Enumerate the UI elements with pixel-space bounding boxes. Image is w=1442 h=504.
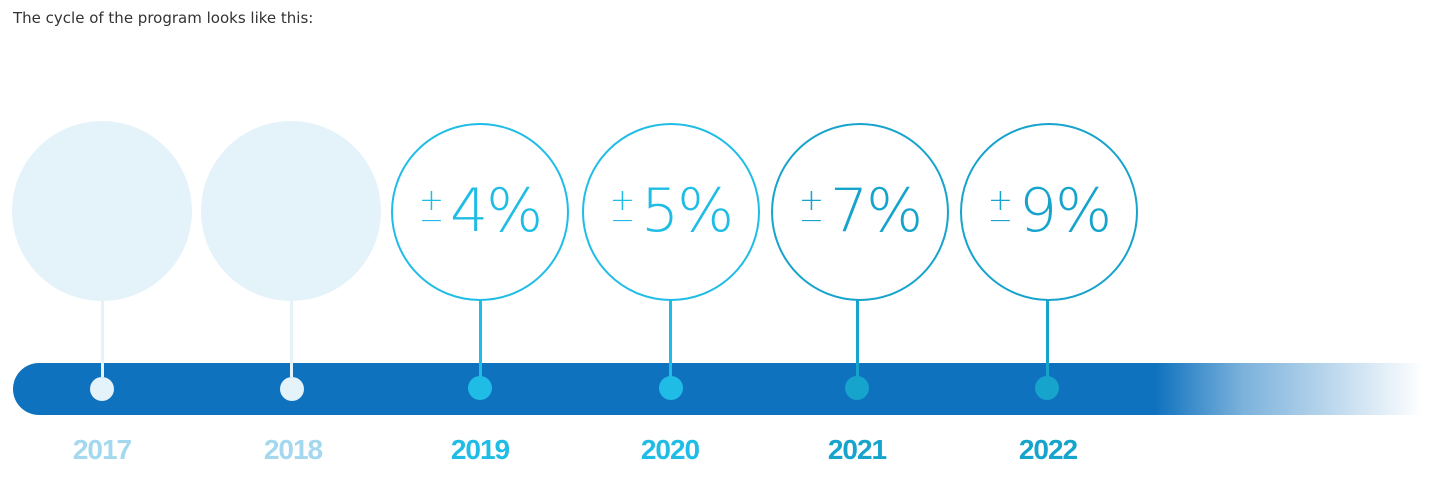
timeline-year-2017: 2017 xyxy=(72,434,132,465)
timeline-circle-2019: + − 4% xyxy=(391,123,569,301)
timeline-circle-2018 xyxy=(201,121,381,301)
timeline-year-2021: 2021 xyxy=(827,434,887,465)
timeline-dot-2021 xyxy=(845,376,869,400)
growth-percent-2022: 9% xyxy=(1018,176,1112,246)
timeline-dot-2019 xyxy=(468,376,492,400)
growth-value-2019: + − 4% xyxy=(393,171,567,251)
timeline-year-2022: 2022 xyxy=(1018,434,1078,465)
timeline-circle-2017 xyxy=(12,121,192,301)
growth-percent-2019: 4% xyxy=(449,176,543,246)
timeline-track xyxy=(13,363,1423,415)
timeline-dot-2020 xyxy=(659,376,683,400)
intro-text: The cycle of the program looks like this… xyxy=(13,9,314,27)
timeline-circle-2022: + − 9% xyxy=(960,123,1138,301)
growth-value-2022: + − 9% xyxy=(962,171,1136,251)
plus-minus-icon: + − xyxy=(609,185,635,238)
timeline-year-2019: 2019 xyxy=(450,434,510,465)
timeline-stem-2017 xyxy=(101,299,104,377)
timeline-circle-2020: + − 5% xyxy=(582,123,760,301)
timeline-stem-2019 xyxy=(479,298,482,378)
minus-sign: − xyxy=(987,203,1013,238)
minus-sign: − xyxy=(798,203,824,238)
timeline-circle-2021: + − 7% xyxy=(771,123,949,301)
timeline-stem-2022 xyxy=(1046,298,1049,378)
growth-percent-2021: 7% xyxy=(829,176,923,246)
timeline-dot-2017 xyxy=(90,377,114,401)
timeline-year-2018: 2018 xyxy=(263,434,323,465)
minus-sign: − xyxy=(418,203,444,238)
timeline-stem-2018 xyxy=(290,299,293,377)
growth-percent-2020: 5% xyxy=(640,176,734,246)
timeline-stem-2021 xyxy=(856,298,859,378)
plus-minus-icon: + − xyxy=(418,185,444,238)
plus-minus-icon: + − xyxy=(798,185,824,238)
timeline-dot-2018 xyxy=(280,377,304,401)
plus-minus-icon: + − xyxy=(987,185,1013,238)
timeline-year-2020: 2020 xyxy=(640,434,700,465)
growth-value-2021: + − 7% xyxy=(773,171,947,251)
timeline-dot-2022 xyxy=(1035,376,1059,400)
growth-value-2020: + − 5% xyxy=(584,171,758,251)
timeline-stem-2020 xyxy=(669,298,672,378)
minus-sign: − xyxy=(609,203,635,238)
